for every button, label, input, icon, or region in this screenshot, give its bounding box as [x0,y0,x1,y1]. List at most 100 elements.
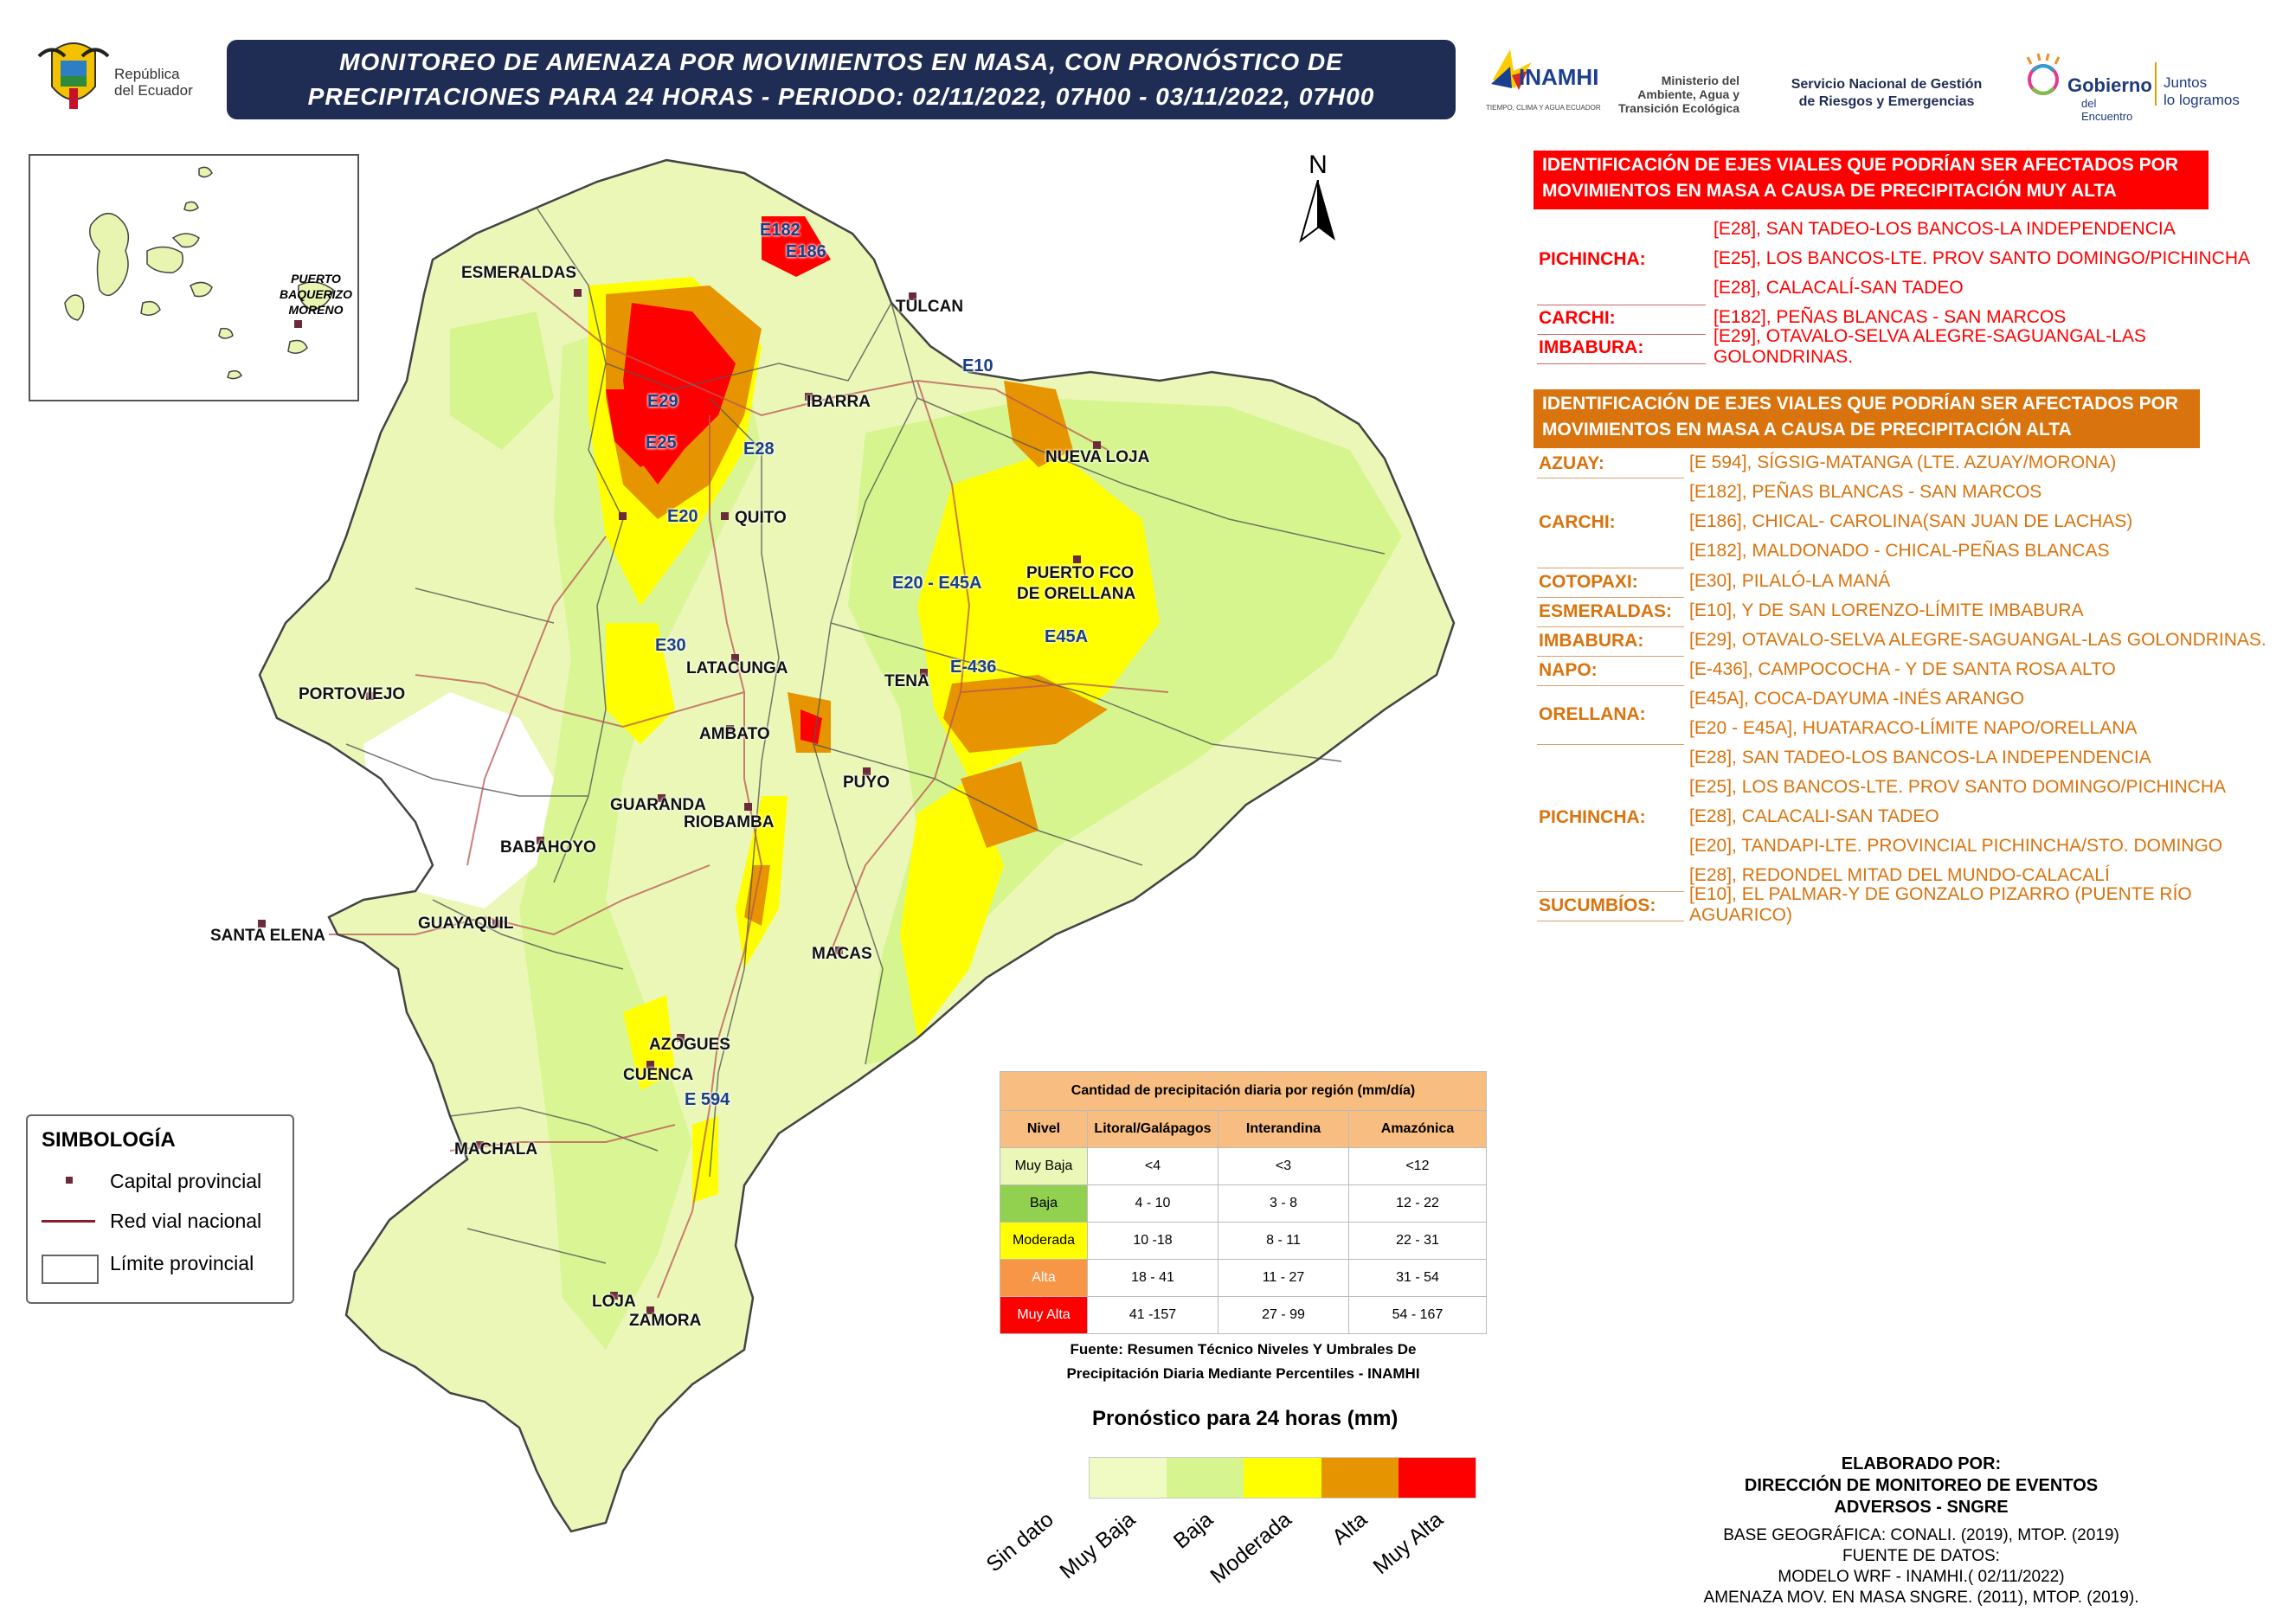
capital-marker [677,1034,685,1042]
credits-line4: BASE GEOGRÁFICA: CONALI. (2019), MTOP. (… [1723,1526,2119,1544]
road-item: [E182], PEÑAS BLANCAS - SAN MARCOS [1714,307,2067,327]
table-header: Nivel [1000,1110,1088,1148]
table-source-1: Fuente: Resumen Técnico Niveles Y Umbral… [1070,1341,1417,1358]
inamhi-text: INAMHI [1519,64,1599,90]
road-item: [E10], Y DE SAN LORENZO-LÍMITE IMBABURA [1689,600,2084,620]
capital-marker [574,289,582,297]
city-label: LOJA [592,1293,636,1311]
city-label: QUITO [735,509,787,527]
credits-line6: MODELO WRF - INAMHI.( 02/11/2022) [1778,1568,2065,1586]
value-cell: 31 - 54 [1348,1259,1487,1297]
value-cell: 8 - 11 [1218,1222,1349,1260]
scale-label: Muy Alta [1368,1507,1448,1580]
value-cell: 54 - 167 [1348,1296,1487,1334]
symbology-title: SIMBOLOGÍA [42,1128,176,1152]
city-label: DE ORELLANA [1017,585,1136,603]
province-label: CARCHI: [1539,512,1616,532]
gobierno-line2: del Encuentro [2081,97,2133,123]
title-line1: MONITOREO DE AMENAZA POR MOVIMIENTOS EN … [339,48,1343,75]
capital-marker [731,654,739,662]
north-arrow-icon [1299,179,1335,243]
city-label: AZOGUES [649,1036,730,1054]
table-row: Muy Alta 41 -157 27 - 99 54 - 167 [1000,1296,1487,1334]
city-label: MACHALA [454,1140,538,1159]
forecast-color-scale [1089,1457,1476,1499]
capital-marker [1073,555,1081,563]
province-label: COTOPAXI: [1539,572,1638,592]
level-cell: Alta [1000,1259,1088,1297]
road-item: [E28], REDONDEL MITAD DEL MUNDO-CALACALÍ [1689,865,2110,885]
road-item: [E182], MALDONADO - CHICAL-PEÑAS BLANCAS [1689,541,2110,561]
road-item: [E 594], SÍGSIG-MATANGA (LTE. AZUAY/MORO… [1689,453,2117,472]
capital-marker [537,837,544,844]
city-label: SANTA ELENA [210,927,325,945]
city-label: RIOBAMBA [684,813,775,831]
value-cell: <3 [1218,1147,1349,1185]
road-label: E20 - E45A [892,574,982,593]
capital-marker [646,1061,654,1069]
galapagos-label-3: MORENO [288,303,344,317]
level-cell: Moderada [1000,1222,1088,1260]
table-row: Muy Baja <4 <3 <12 [1000,1147,1487,1185]
road-label: E186 [786,242,826,261]
credits: ELABORADO POR: DIRECCIÓN DE MONITOREO DE… [1662,1454,2181,1608]
table-header: Litoral/Galápagos [1087,1110,1218,1148]
road-label: E45A [1045,627,1089,646]
road-label: E-436 [950,658,997,677]
alta-list: AZUAY: CARCHI: COTOPAXI: ESMERALDAS: IMB… [1534,448,2286,933]
value-cell: 41 -157 [1087,1296,1218,1334]
alta-header: IDENTIFICACIÓN DE EJES VIALES QUE PODRÍA… [1534,389,2200,448]
table-source-2: Precipitación Diaria Mediante Percentile… [1066,1365,1420,1382]
road-item: [E25], LOS BANCOS-LTE. PROV SANTO DOMING… [1689,777,2227,797]
republica-logo: República del Ecuador [35,35,216,121]
divider [1537,597,1684,598]
north-label: N [1308,151,1328,179]
province-label: NAPO: [1539,660,1598,680]
scale-label: Moderada [1206,1507,1296,1589]
galapagos-label-2: BAQUERIZO [280,287,352,301]
table-row: Alta 18 - 41 11 - 27 31 - 54 [1000,1259,1487,1297]
province-label: IMBABURA: [1539,337,1644,357]
city-label: CUENCA [623,1066,694,1084]
road-item: [E28], SAN TADEO-LOS BANCOS-LA INDEPENDE… [1714,219,2176,239]
value-cell: 4 - 10 [1087,1184,1218,1223]
road-label: E182 [760,221,801,240]
level-cell: Muy Alta [1000,1296,1088,1334]
muy-alta-header-2: MOVIMIENTOS EN MASA A CAUSA DE PRECIPITA… [1542,181,2117,201]
city-label: PORTOVIEJO [299,685,406,703]
credits-line3: ADVERSOS - SNGRE [1834,1498,2009,1517]
table-title: Cantidad de precipitación diaria por reg… [1000,1071,1487,1111]
road-symbol-icon [42,1220,95,1223]
road-item: [E186], CHICAL- CAROLINA(SAN JUAN DE LAC… [1689,511,2133,531]
city-label: IBARRA [807,393,871,411]
sngre-line2: de Riesgos y Emergencias [1798,94,1975,109]
table-header: Amazónica [1348,1110,1487,1148]
road-item: [E182], PEÑAS BLANCAS - SAN MARCOS [1689,482,2042,502]
road-item: [E20], TANDAPI-LTE. PROVINCIAL PICHINCHA… [1689,836,2223,856]
scale-swatch [1321,1458,1398,1498]
road-item: [E-436], CAMPOCOCHA - Y DE SANTA ROSA AL… [1689,659,2116,679]
republica-text: República del Ecuador [114,66,193,99]
scale-label: Sin dato [981,1507,1058,1577]
capital-marker [619,512,627,520]
road-item: [E28], CALACALÍ-SAN TADEO [1714,278,1964,298]
divider [1537,626,1684,627]
sngre-line1: Servicio Nacional de Gestión [1791,77,1983,92]
road-item: [E25], LOS BANCOS-LTE. PROV SANTO DOMING… [1714,248,2251,268]
divider [1537,363,1706,364]
inamhi-sub: TIEMPO, CLIMA Y AGUA ECUADOR [1486,104,1601,112]
ministerio-text: Ministerio del Ambiente, Agua y Transici… [1605,74,1739,115]
province-label: IMBABURA: [1539,631,1644,651]
road-label: E30 [655,636,686,655]
scale-label: Muy Baja [1055,1507,1140,1584]
city-label: PUERTO FCO [1026,564,1135,582]
divider [1537,334,1706,335]
credits-line5: FUENTE DE DATOS: [1842,1547,2000,1565]
province-label: PICHINCHA: [1539,807,1646,827]
capital-marker [721,512,729,520]
alta-header-1: IDENTIFICACIÓN DE EJES VIALES QUE PODRÍA… [1542,394,2179,414]
value-cell: 12 - 22 [1348,1184,1487,1223]
city-label: PUYO [843,773,890,792]
capital-marker [492,920,500,928]
road-label: E 594 [685,1090,730,1109]
